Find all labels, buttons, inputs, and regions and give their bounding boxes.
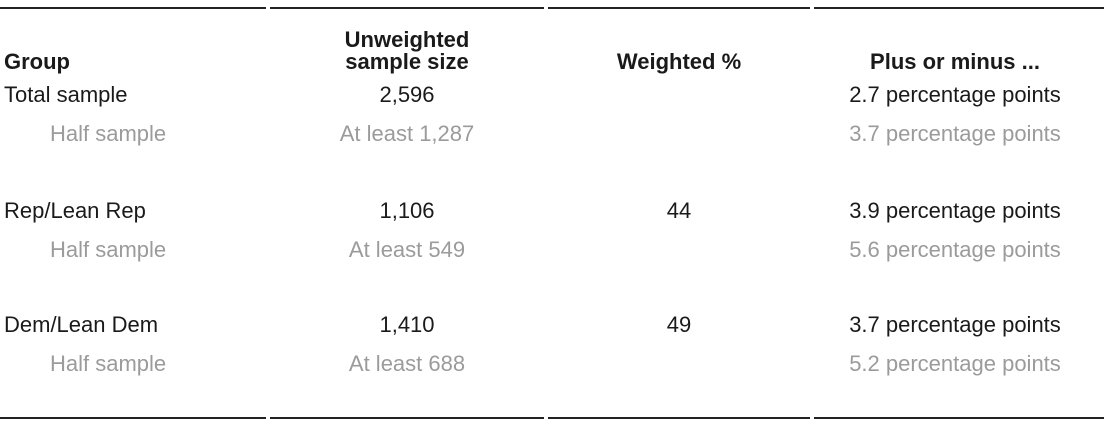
row-unweighted-value: 2,596 — [379, 82, 435, 107]
row-moe-value: 3.7 percentage points — [849, 312, 1061, 337]
top-rule-segment-weighted — [548, 7, 810, 9]
bottom-rule-segment-unweighted — [270, 417, 544, 419]
row-weighted-value: 49 — [666, 312, 692, 337]
column-header-unweighted-line2: sample size — [345, 49, 469, 74]
bottom-rule-segment-weighted — [548, 417, 810, 419]
row-moe-value: 5.6 percentage points — [849, 237, 1061, 262]
row-moe-value: 5.2 percentage points — [849, 351, 1061, 376]
row-group-label: Half sample — [50, 351, 167, 376]
bottom-rule-segment-moe — [814, 417, 1104, 419]
row-unweighted-value: At least 549 — [348, 237, 466, 262]
top-rule-segment-unweighted — [270, 7, 544, 9]
column-header-weighted: Weighted % — [616, 49, 742, 74]
row-group-label: Total sample — [4, 82, 128, 107]
row-unweighted-value: 1,410 — [379, 312, 435, 337]
top-rule-segment-moe — [814, 7, 1104, 9]
top-rule-segment-group — [0, 7, 266, 9]
row-moe-value: 3.7 percentage points — [849, 121, 1061, 146]
bottom-rule-segment-group — [0, 417, 266, 419]
row-group-label: Half sample — [50, 237, 167, 262]
row-weighted-value: 44 — [666, 198, 692, 223]
row-unweighted-value: At least 688 — [348, 351, 466, 376]
column-header-moe: Plus or minus ... — [870, 49, 1040, 74]
row-group-label: Dem/Lean Dem — [4, 312, 159, 337]
row-moe-value: 2.7 percentage points — [849, 82, 1061, 107]
row-unweighted-value: At least 1,287 — [339, 121, 475, 146]
row-group-label: Half sample — [50, 121, 167, 146]
column-header-group: Group — [4, 49, 70, 74]
row-group-label: Rep/Lean Rep — [4, 198, 146, 223]
column-header-unweighted-line1: Unweighted — [344, 27, 470, 52]
row-moe-value: 3.9 percentage points — [849, 198, 1061, 223]
row-unweighted-value: 1,106 — [379, 198, 435, 223]
